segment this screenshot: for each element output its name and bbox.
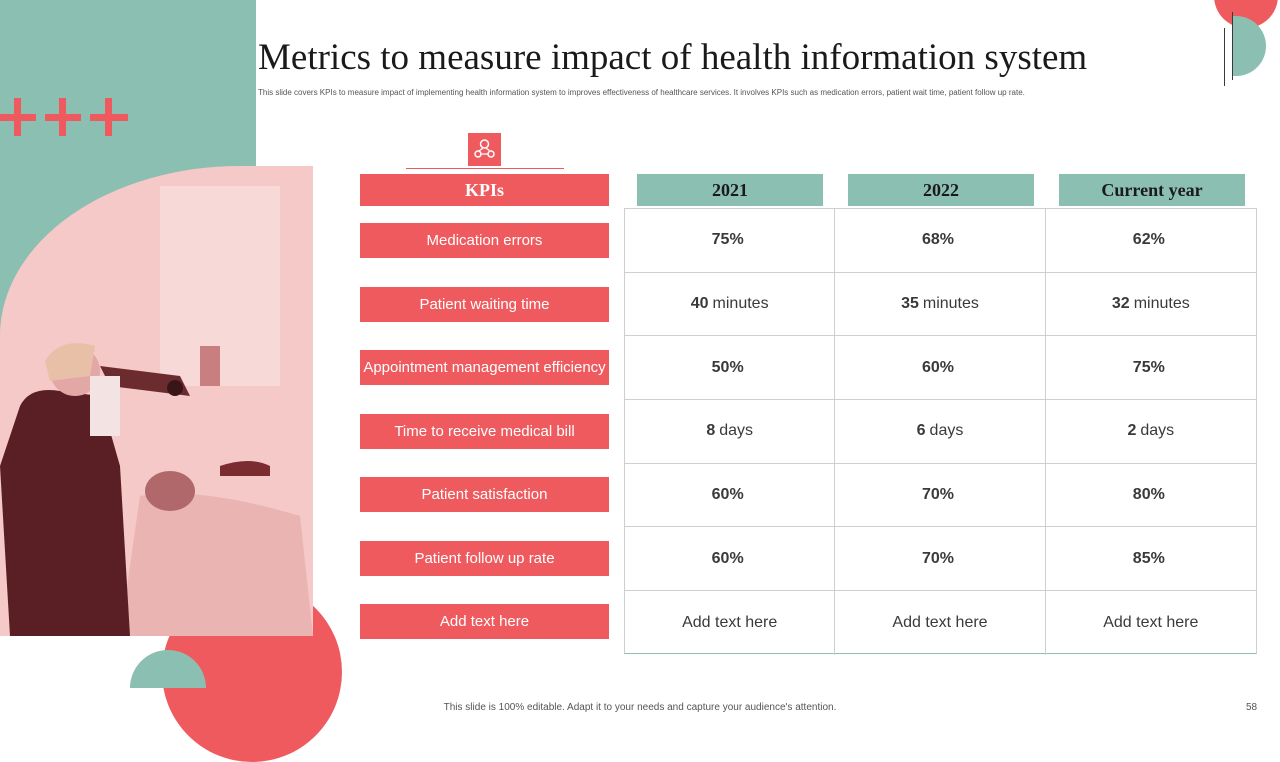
table-cell: 50% [625, 336, 836, 401]
table-cell: 32 minutes [1045, 273, 1256, 337]
table-cell: 60% [625, 463, 836, 528]
table-row: 40 minutes 35 minutes 32 minutes [625, 272, 1256, 337]
table-row: 50% 60% 75% [625, 336, 1256, 401]
table-cell: 70% [835, 527, 1046, 592]
table-cell: 85% [1045, 527, 1256, 592]
page-number: 58 [1246, 702, 1258, 713]
table-cell: 6 days [835, 400, 1046, 464]
table-row: Add text here Add text here Add text her… [625, 591, 1256, 655]
icon-underline [406, 168, 564, 169]
table-cell: Add text here [1103, 613, 1199, 631]
metrics-table: 75% 68% 62% 40 minutes 35 minutes 32 minute… [624, 208, 1257, 655]
table-cell: 2 days [1045, 400, 1256, 464]
table-row: 60% 70% 80% [625, 463, 1256, 528]
table-cell: 75% [1045, 336, 1256, 401]
table-cell: 68% [835, 209, 1046, 273]
table-row: 8 days 6 days 2 days [625, 400, 1256, 464]
page-title: Metrics to measure impact of health info… [258, 37, 1088, 78]
table-cell: 60% [625, 527, 836, 592]
plus-icon [0, 98, 128, 136]
table-cell: 62% [1045, 209, 1256, 273]
page-subtitle: This slide covers KPIs to measure impact… [258, 88, 1025, 97]
table-cell: Add text here [625, 591, 836, 655]
kpi-label: Patient follow up rate [360, 541, 609, 576]
corner-divider-line [1224, 28, 1225, 86]
table-cell: 40 minutes [625, 272, 836, 337]
table-cell: 35 minutes [835, 272, 1046, 337]
kpi-label: Time to receive medical bill [360, 414, 609, 449]
kpi-column-header: KPIs [360, 174, 609, 206]
photo-illustration [0, 166, 313, 636]
kpi-label: Patient satisfaction [360, 477, 609, 512]
teal-corner-shape [1232, 16, 1266, 76]
table-cell: Add text here [835, 591, 1046, 655]
dentist-photo [0, 166, 313, 636]
kpi-label: Patient waiting time [360, 287, 609, 322]
corner-divider-line [1232, 12, 1233, 80]
table-cell: 70% [835, 463, 1046, 528]
year-2022-header: 2022 [848, 174, 1034, 206]
table-cell: 80% [1045, 464, 1256, 528]
table-cell: 75% [625, 209, 836, 273]
year-2021-header: 2021 [637, 174, 823, 206]
table-row: 75% 68% 62% [625, 209, 1256, 273]
table-cell: 60% [835, 336, 1046, 401]
medical-network-icon [468, 133, 501, 166]
footer-note: This slide is 100% editable. Adapt it to… [443, 702, 837, 713]
kpi-label: Appointment management efficiency [360, 350, 609, 385]
kpi-label: Add text here [360, 604, 609, 639]
current-year-header: Current year [1059, 174, 1245, 206]
kpi-label: Medication errors [360, 223, 609, 258]
table-row: 60% 70% 85% [625, 527, 1256, 592]
table-cell: 8 days [625, 400, 836, 464]
